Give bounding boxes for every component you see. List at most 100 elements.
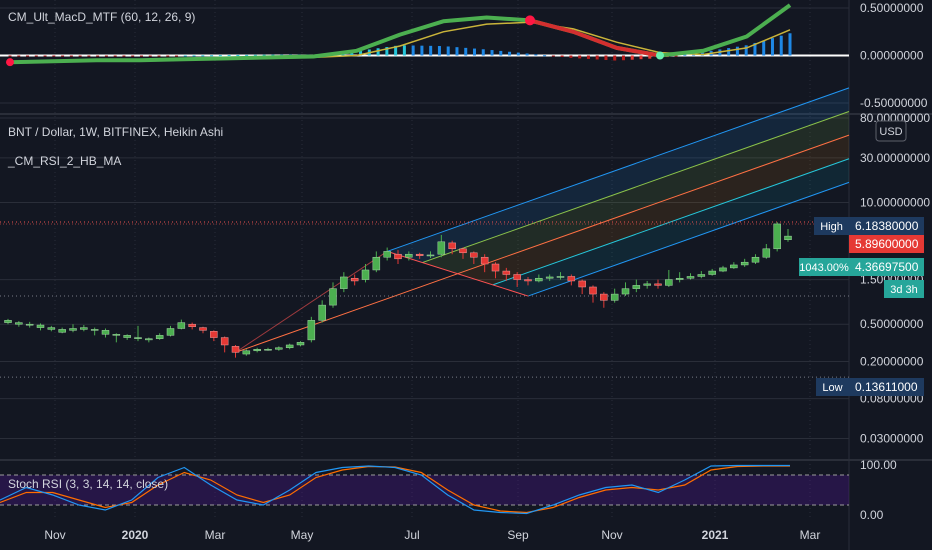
- candle-body: [340, 276, 348, 289]
- stoch-y-tick: 100.00: [860, 458, 897, 472]
- candle-body: [231, 346, 240, 353]
- x-tick-label: Jul: [404, 528, 419, 542]
- macd-title: CM_Ult_MacD_MTF (60, 12, 26, 9): [8, 10, 195, 24]
- macd-histogram-bar: [210, 55, 214, 57]
- candle-body: [90, 329, 99, 331]
- macd-histogram-bar: [630, 55, 634, 60]
- candle-body: [426, 254, 435, 257]
- price-y-tick: 10.00000000: [860, 195, 930, 209]
- price-tag-text: 4.36697500: [855, 260, 919, 274]
- macd-histogram-bar: [472, 48, 476, 56]
- currency-label: USD: [879, 126, 902, 138]
- price-tag-text: 5.89600000: [855, 237, 919, 251]
- candle-body: [708, 270, 716, 275]
- candle-body: [524, 279, 532, 282]
- macd-histogram-bar: [490, 50, 494, 56]
- macd-histogram-bar: [104, 55, 108, 57]
- candle-body: [600, 293, 608, 301]
- macd-histogram-bar: [464, 47, 468, 56]
- macd-histogram-bar: [402, 45, 406, 56]
- pitchfork-quarter-line: [422, 111, 850, 264]
- macd-histogram-bar: [508, 51, 512, 56]
- candle-body: [318, 304, 326, 321]
- price-panel: [0, 87, 850, 378]
- candle-body: [665, 279, 673, 286]
- price-tag-left: [814, 217, 849, 235]
- macd-histogram-bar: [525, 53, 529, 56]
- candle-body: [730, 264, 738, 269]
- macd-histogram-bar: [551, 55, 555, 57]
- macd-histogram-bar: [516, 52, 520, 56]
- candle-body: [621, 288, 630, 295]
- stoch-title: Stoch RSI (3, 3, 14, 14, close): [8, 477, 168, 491]
- candle-body: [459, 248, 467, 254]
- pitchfork-zone-mid-upper: [422, 111, 849, 274]
- macd-histogram-bar: [61, 55, 65, 57]
- macd-y-tick: 0.00000000: [860, 49, 924, 63]
- macd-histogram-bar: [8, 55, 12, 57]
- macd-histogram-bar: [779, 35, 783, 56]
- candle-body: [307, 320, 316, 341]
- candle-body: [740, 261, 749, 266]
- macd-histogram-bar: [192, 55, 196, 57]
- macd-histogram-bar: [499, 50, 503, 56]
- macd-histogram-bar: [201, 55, 205, 57]
- macd-histogram-bar: [87, 55, 91, 57]
- pitchfork-zone-mid-lower: [457, 135, 849, 285]
- macd-histogram-bar: [639, 55, 643, 60]
- candle-body: [242, 350, 251, 355]
- macd-histogram-bar: [34, 55, 38, 57]
- macd-y-tick: -0.50000000: [860, 96, 928, 110]
- candle-body: [36, 324, 45, 328]
- candle-body: [199, 327, 207, 331]
- macd-histogram-bar: [727, 48, 731, 56]
- currency-button[interactable]: [875, 120, 907, 142]
- macd-histogram-bar: [262, 54, 266, 56]
- macd-histogram-bar: [17, 55, 21, 57]
- macd-histogram-bar: [227, 55, 231, 57]
- price-tag: [849, 378, 924, 396]
- candle-body: [437, 241, 446, 255]
- price-tag-left-text: 1043.00%: [799, 262, 849, 274]
- macd-histogram-bar: [770, 38, 774, 56]
- candle-body: [210, 331, 218, 338]
- macd-histogram-bar: [429, 45, 433, 56]
- macd-histogram-bar: [113, 55, 117, 57]
- price-tag: [849, 235, 924, 253]
- panel-divider: [0, 113, 932, 115]
- candle-body: [643, 283, 651, 286]
- candle-body: [675, 277, 684, 280]
- macd-histogram-bar: [78, 55, 82, 57]
- macd-histogram-bar: [157, 55, 161, 57]
- macd-histogram-bar: [359, 50, 363, 56]
- candle-body: [556, 276, 565, 278]
- macd-histogram-bar: [744, 45, 748, 56]
- macd-histogram-bar: [236, 54, 240, 56]
- price-y-tick: 0.20000000: [860, 354, 924, 368]
- candle-body: [58, 329, 66, 333]
- macd-histogram-bar: [52, 55, 56, 57]
- candle-body: [361, 269, 370, 280]
- price-tag-left: [799, 258, 849, 276]
- macd-histogram-bar: [569, 55, 573, 58]
- panel-divider: [0, 459, 932, 461]
- pitchfork-zone-lower: [492, 158, 849, 297]
- candle-body: [112, 334, 121, 336]
- candle-body: [101, 330, 110, 335]
- price-tag-left: [816, 378, 849, 396]
- candle-body: [69, 328, 77, 331]
- macd-histogram-bar: [218, 55, 222, 57]
- candle-body: [296, 342, 305, 346]
- time-axis-bg: [0, 519, 932, 550]
- candle-body: [350, 277, 359, 282]
- candle-body: [491, 263, 500, 272]
- x-tick-label: Sep: [507, 528, 529, 542]
- candle-body: [15, 322, 23, 325]
- candle-body: [535, 277, 543, 282]
- candle-body: [567, 276, 576, 282]
- price-tag-text: 6.18380000: [855, 219, 919, 233]
- x-tick-label: May: [291, 528, 314, 542]
- candle-body: [285, 344, 294, 349]
